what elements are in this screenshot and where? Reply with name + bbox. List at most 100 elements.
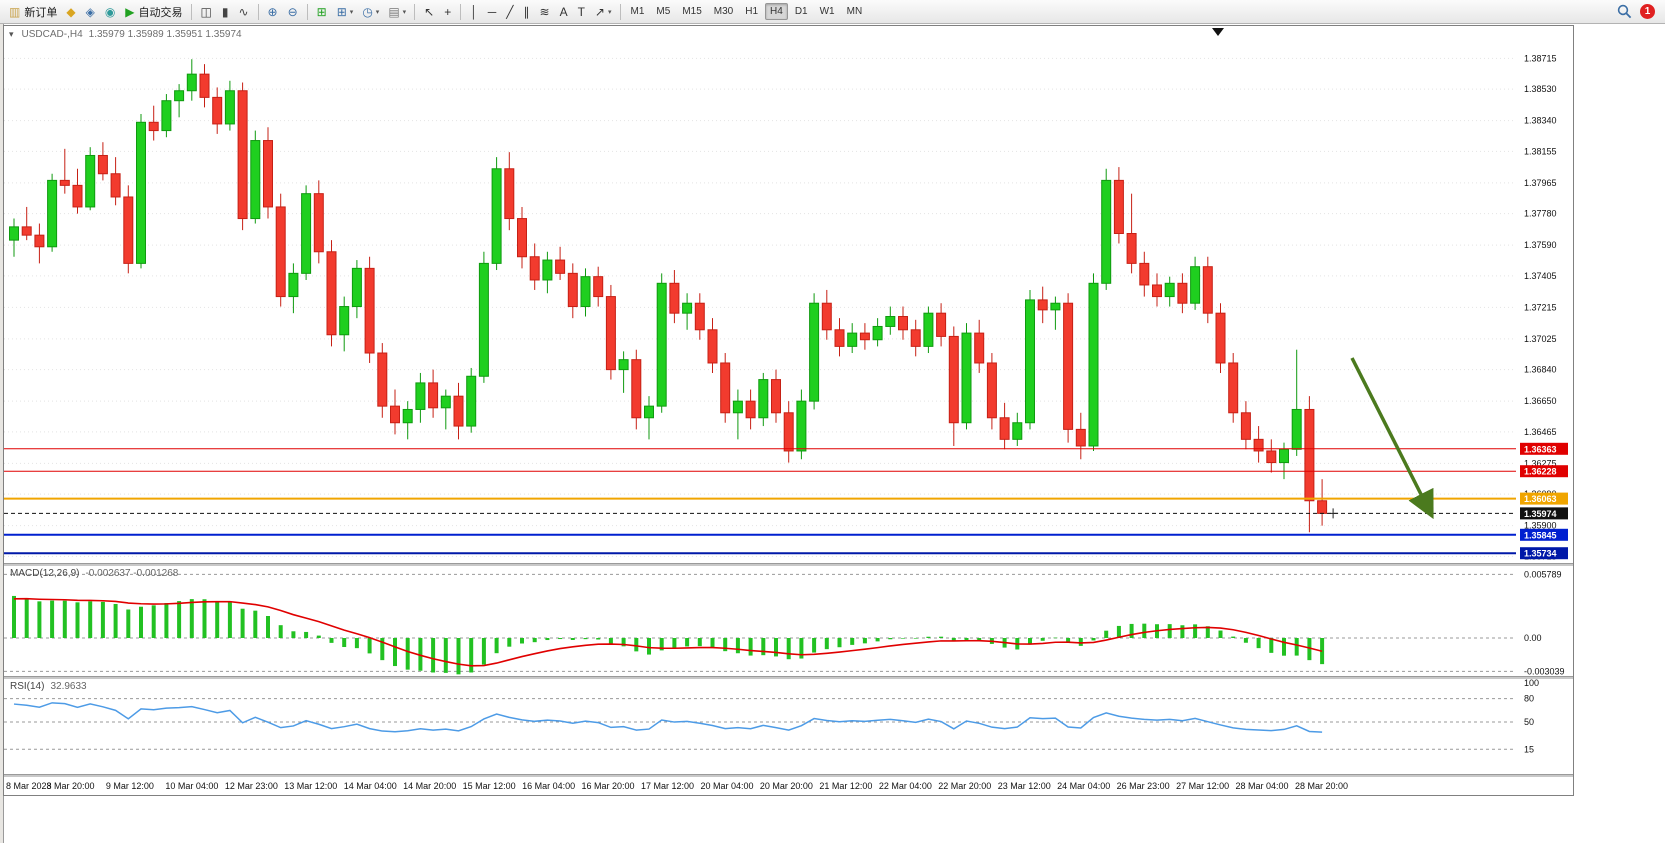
macd-histogram-bar bbox=[1256, 638, 1261, 649]
candle bbox=[923, 312, 934, 347]
zoom-in-icon[interactable]: ⊕ bbox=[264, 2, 282, 21]
candle bbox=[1126, 233, 1137, 264]
time-axis-label: 21 Mar 12:00 bbox=[819, 781, 873, 791]
macd-histogram-bar bbox=[164, 603, 169, 638]
last-price-cross-marker bbox=[1328, 508, 1339, 519]
market-watch-icon: ◆ bbox=[66, 4, 76, 19]
dropdown-caret-icon: ▾ bbox=[402, 8, 407, 16]
equidistant-channel-icon[interactable]: ∥ bbox=[520, 2, 534, 21]
panel-splitter[interactable] bbox=[4, 676, 1573, 679]
trendline-icon[interactable]: ╱ bbox=[502, 2, 517, 21]
timeframe-button-mn[interactable]: MN bbox=[846, 6, 863, 17]
macd-histogram-bar bbox=[735, 638, 740, 654]
rsi-panel[interactable]: 100 80 50 15 RSI(14) 32.9633 bbox=[4, 679, 1571, 774]
macd-histogram-bar bbox=[367, 638, 372, 654]
candle bbox=[250, 140, 261, 220]
template-icon: ▤ bbox=[388, 4, 400, 19]
arrow-tools-icon[interactable]: ↗ ▾ bbox=[591, 2, 615, 21]
community-icon[interactable]: ◉ bbox=[101, 2, 119, 21]
timeframe-button-d1[interactable]: D1 bbox=[794, 6, 808, 17]
candle bbox=[948, 335, 959, 424]
macd-histogram-bar bbox=[545, 638, 550, 641]
text-icon: A bbox=[559, 4, 568, 19]
one-click-trading-toggle[interactable]: ▾ bbox=[9, 29, 14, 39]
text-label-icon[interactable]: T bbox=[574, 2, 589, 21]
svg-text:1.36063: 1.36063 bbox=[1524, 494, 1557, 504]
rsi-canvas[interactable]: 100 80 50 15 bbox=[4, 679, 1571, 774]
search-icon[interactable] bbox=[1617, 4, 1632, 19]
notification-badge[interactable]: 1 bbox=[1640, 4, 1655, 19]
panel-splitter[interactable] bbox=[4, 563, 1573, 566]
price-level-badge bbox=[1520, 547, 1568, 560]
vertical-line-icon[interactable]: │ bbox=[466, 2, 482, 21]
macd-histogram-bar bbox=[558, 638, 563, 640]
macd-canvas[interactable]: 0.005789 0.00 -0.003039 bbox=[4, 566, 1571, 676]
autotrading-button[interactable]: ▶ 自动交易 bbox=[121, 2, 185, 21]
chart-window: 1.38715 1.38530 1.38340 1.38155 1.37965 1.377… bbox=[3, 25, 1574, 796]
macd-histogram-bar bbox=[761, 638, 766, 656]
tile-windows-icon[interactable]: ⊞ bbox=[313, 2, 331, 21]
time-axis-label: 28 Mar 20:00 bbox=[1295, 781, 1349, 791]
timeframe-button-m15[interactable]: M15 bbox=[682, 6, 702, 17]
timeframe-button-m30[interactable]: M30 bbox=[713, 6, 734, 17]
time-axis-label: 20 Mar 20:00 bbox=[759, 781, 813, 791]
horizontal-line-icon[interactable]: ─ bbox=[484, 2, 501, 21]
time-axis[interactable]: 8 Mar 2023 8 Mar 20:00 9 Mar 12:00 10 Mar 0… bbox=[4, 777, 1571, 795]
timeframe-button-w1[interactable]: W1 bbox=[819, 6, 835, 17]
new-order-button-label: 新订单 bbox=[24, 6, 58, 19]
rsi-axis-label: 50 bbox=[1524, 717, 1534, 727]
candle bbox=[1037, 299, 1048, 311]
timeframe-button-m5[interactable]: M5 bbox=[656, 6, 671, 17]
macd-axis-label: -0.003039 bbox=[1524, 666, 1565, 676]
candle bbox=[821, 302, 832, 331]
price-chart-panel[interactable]: 1.38715 1.38530 1.38340 1.38155 1.37965 1.377… bbox=[4, 26, 1571, 563]
macd-histogram-bar bbox=[647, 638, 651, 655]
macd-histogram-bar bbox=[1129, 623, 1134, 638]
candle bbox=[21, 226, 32, 236]
new-chart-icon[interactable]: ⊞ ▾ bbox=[333, 2, 357, 21]
horizontal-line-icon: ─ bbox=[487, 4, 497, 19]
macd-histogram-bar bbox=[189, 599, 194, 638]
macd-histogram-bar bbox=[342, 638, 347, 648]
macd-histogram-bar bbox=[1231, 636, 1236, 638]
fibonacci-icon[interactable]: ≋ bbox=[536, 2, 554, 21]
bar-chart-icon[interactable]: ◫ bbox=[197, 2, 216, 21]
macd-histogram-bar bbox=[812, 638, 817, 653]
candle bbox=[1012, 422, 1023, 440]
panel-splitter[interactable] bbox=[4, 774, 1573, 777]
line-chart-icon[interactable]: ∿ bbox=[234, 2, 252, 21]
macd-histogram-bar bbox=[697, 638, 702, 647]
candle bbox=[97, 154, 108, 175]
navigator-icon[interactable]: ◈ bbox=[82, 2, 99, 21]
macd-histogram-bar bbox=[951, 638, 956, 642]
price-chart-canvas[interactable]: 1.38715 1.38530 1.38340 1.38155 1.37965 1.377… bbox=[4, 26, 1571, 563]
zoom-out-icon[interactable]: ⊖ bbox=[284, 2, 302, 21]
macd-panel[interactable]: 0.005789 0.00 -0.003039 MACD(12,26,9) -0.00… bbox=[4, 566, 1571, 676]
macd-histogram-bar bbox=[1180, 625, 1185, 638]
candle bbox=[351, 267, 362, 308]
candle bbox=[682, 302, 693, 314]
timeframe-button-h1[interactable]: H1 bbox=[745, 6, 759, 17]
rsi-axis-label: 80 bbox=[1524, 694, 1534, 704]
candle bbox=[656, 282, 667, 407]
market-watch-icon[interactable]: ◆ bbox=[62, 2, 79, 21]
template-icon[interactable]: ▤ ▾ bbox=[384, 2, 409, 21]
text-label-icon: T bbox=[577, 4, 585, 19]
macd-histogram-bar bbox=[634, 638, 639, 652]
time-axis-label: 13 Mar 12:00 bbox=[284, 781, 338, 791]
autotrading-button-label: 自动交易 bbox=[138, 6, 183, 19]
new-order-button[interactable]: ▥ 新订单 bbox=[5, 2, 60, 21]
cursor-icon[interactable]: ↖ bbox=[420, 2, 438, 21]
crosshair-icon[interactable]: + bbox=[440, 2, 455, 21]
macd-histogram-bar bbox=[62, 600, 67, 638]
timeframe-button-h4[interactable]: H4 bbox=[765, 3, 788, 20]
candle bbox=[1050, 302, 1061, 311]
macd-histogram-bar bbox=[748, 638, 753, 656]
text-icon[interactable]: A bbox=[556, 2, 572, 21]
candlestick-chart-icon[interactable]: ▮ bbox=[218, 2, 233, 21]
timeframe-button-m1[interactable]: M1 bbox=[630, 6, 645, 17]
period-clock-icon[interactable]: ◷ ▾ bbox=[358, 2, 382, 21]
candle bbox=[1202, 266, 1213, 314]
candle bbox=[1139, 262, 1150, 286]
candle bbox=[618, 359, 629, 371]
